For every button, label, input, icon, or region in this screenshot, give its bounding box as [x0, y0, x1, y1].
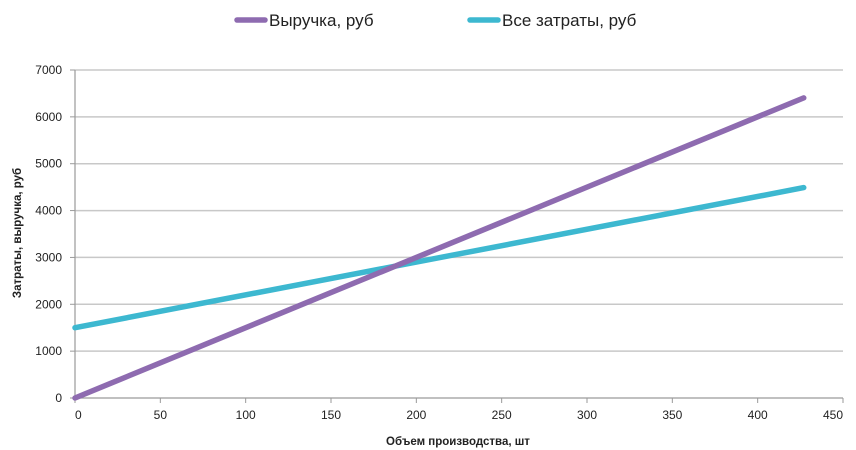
y-tick-label: 6000	[35, 110, 62, 124]
x-tick-label: 250	[492, 408, 512, 422]
legend-label: Все затраты, руб	[502, 11, 637, 30]
x-tick-label: 50	[154, 408, 168, 422]
grid-lines	[75, 69, 843, 352]
series-lines	[72, 95, 807, 401]
x-tick-label: 150	[321, 408, 341, 422]
x-tick-label: 350	[662, 408, 682, 422]
axes	[70, 69, 844, 403]
y-tick-label: 5000	[35, 157, 62, 171]
x-tick-label: 450	[823, 408, 843, 422]
series-line-revenue	[72, 95, 807, 401]
x-tick-label: 100	[236, 408, 256, 422]
y-tick-label: 3000	[35, 250, 62, 264]
series-line-total-costs	[72, 184, 807, 331]
legend: Выручка, руб Все затраты, руб	[234, 11, 637, 30]
y-tick-label: 7000	[35, 63, 62, 77]
y-tick-label: 4000	[35, 204, 62, 218]
x-tick-label: 300	[577, 408, 597, 422]
y-tick-label: 1000	[35, 344, 62, 358]
x-tick-label: 0	[75, 408, 82, 422]
x-tick-label: 400	[748, 408, 768, 422]
y-tick-labels: 0 1000 2000 3000 4000 5000 6000 7000	[35, 63, 62, 405]
y-tick-label: 0	[55, 391, 62, 405]
y-axis-title: Затраты, выручка, руб	[12, 168, 24, 298]
y-tick-label: 2000	[35, 297, 62, 311]
x-tick-labels: 0 50 100 150 200 250 300 350 400 450	[75, 408, 843, 422]
x-axis-title: Объем производства, шт	[386, 436, 530, 448]
legend-label: Выручка, руб	[269, 11, 374, 30]
x-tick-label: 200	[406, 408, 426, 422]
